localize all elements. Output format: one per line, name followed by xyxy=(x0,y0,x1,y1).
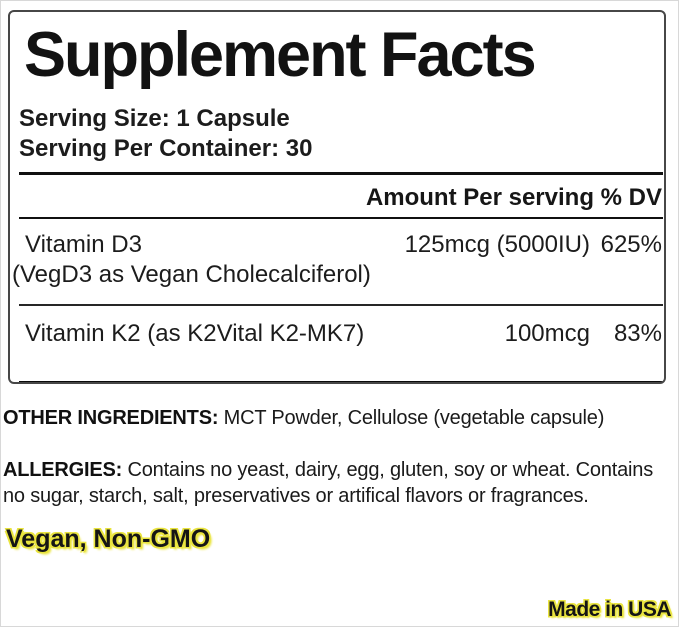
nutrient-amount: 125mcg (5000IU) xyxy=(404,231,590,258)
nutrient-row-vitamin-k2: Vitamin K2 (as K2Vital K2-MK7) 100mcg 83… xyxy=(10,306,664,366)
other-ingredients: OTHER INGREDIENTS: MCT Powder, Cellulose… xyxy=(3,405,678,431)
nutrient-name: Vitamin D3 xyxy=(25,231,142,258)
nutrient-row-vitamin-d3: Vitamin D3 125mcg (5000IU) 625% (VegD3 a… xyxy=(10,230,664,290)
supplement-facts-panel: Supplement Facts Serving Size: 1 Capsule… xyxy=(8,10,666,384)
servings-per-container: Serving Per Container: 30 xyxy=(19,135,313,162)
panel-title: Supplement Facts xyxy=(24,20,537,90)
serving-size: Serving Size: 1 Capsule xyxy=(19,105,290,132)
divider-top xyxy=(19,172,663,175)
nutrient-name: Vitamin K2 (as K2Vital K2-MK7) xyxy=(25,319,365,347)
divider-bottom xyxy=(19,380,663,382)
allergies: ALLERGIES: Contains no yeast, dairy, egg… xyxy=(3,457,678,509)
divider-header xyxy=(19,217,663,219)
nutrient-daily-value: 83% xyxy=(613,319,662,347)
divider-nutrient xyxy=(19,304,663,306)
nutrient-daily-value: 625% xyxy=(600,231,662,258)
amount-per-serving-header: Amount Per serving % DV xyxy=(365,184,662,211)
serving-info: Serving Size: 1 Capsule Serving Per Cont… xyxy=(19,104,664,164)
allergies-label: ALLERGIES: xyxy=(3,459,123,481)
made-in-usa: Made in USA xyxy=(548,598,671,621)
nutrient-amount: 100mcg xyxy=(504,319,590,347)
label-info-sections: OTHER INGREDIENTS: MCT Powder, Cellulose… xyxy=(3,400,678,554)
other-ingredients-text: MCT Powder, Cellulose (vegetable capsule… xyxy=(223,407,605,429)
nutrient-name-detail: (VegD3 as Vegan Cholecalciferol) xyxy=(12,261,371,288)
allergies-text: Contains no yeast, dairy, egg, gluten, s… xyxy=(3,459,653,507)
other-ingredients-label: OTHER INGREDIENTS: xyxy=(3,407,219,429)
claims-badge: Vegan, Non-GMO xyxy=(6,525,211,553)
